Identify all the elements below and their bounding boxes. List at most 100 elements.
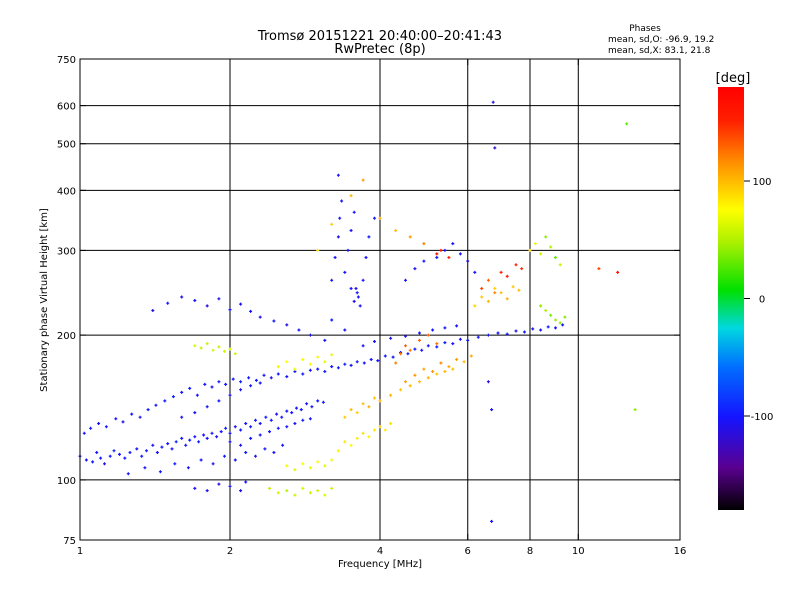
x-tick-label: 2 — [227, 546, 233, 557]
data-point-o — [228, 440, 232, 444]
data-point-o — [352, 299, 356, 303]
x-axis-label: Frequency [MHz] — [338, 559, 422, 570]
data-point-o — [184, 443, 188, 447]
data-point-o — [373, 340, 376, 343]
data-point-o — [210, 431, 214, 435]
data-point-o — [151, 309, 155, 312]
data-point-o — [473, 270, 477, 274]
data-point-o — [180, 415, 184, 419]
data-point-o — [305, 402, 309, 406]
data-point-x — [505, 274, 509, 278]
data-point-x — [404, 344, 407, 348]
data-point-o — [197, 440, 201, 444]
data-point-o — [356, 295, 360, 299]
data-point-o — [193, 435, 197, 439]
data-point-o — [364, 256, 368, 259]
data-point-x — [431, 370, 435, 373]
data-point-o — [476, 335, 480, 339]
data-point-o — [258, 381, 262, 385]
data-point-o — [224, 426, 228, 430]
data-point-x — [422, 242, 426, 246]
data-point-o — [244, 451, 248, 454]
data-point-o — [249, 436, 253, 440]
data-point-o — [158, 470, 162, 474]
data-point-o — [295, 406, 298, 410]
data-point-x — [408, 384, 412, 388]
data-point-x — [330, 486, 334, 490]
data-point-x — [455, 358, 459, 361]
data-point-o — [239, 380, 243, 384]
data-point-x — [336, 449, 340, 453]
data-point-x — [413, 373, 417, 377]
data-point-o — [188, 438, 192, 442]
data-point-o — [272, 451, 276, 454]
data-point-o — [258, 422, 262, 425]
colorbar-gradient — [718, 87, 744, 510]
data-point-x — [426, 376, 430, 380]
data-point-o — [254, 418, 257, 422]
data-point-x — [373, 396, 376, 400]
data-point-o — [180, 295, 184, 299]
data-point-x — [383, 428, 387, 432]
data-point-o — [299, 408, 303, 412]
data-point-x — [316, 489, 320, 493]
data-point-x — [323, 493, 327, 497]
data-point-x — [469, 354, 473, 358]
data-point-o — [404, 334, 407, 338]
data-point-x — [293, 367, 297, 371]
data-point-o — [262, 373, 266, 377]
data-point-x — [285, 489, 289, 493]
data-point-o — [264, 415, 268, 419]
data-point-o — [531, 327, 535, 331]
data-point-o — [268, 430, 271, 434]
data-point-o — [239, 302, 243, 306]
data-point-x — [199, 346, 203, 350]
data-point-o — [205, 405, 209, 409]
x-tick-label: 1 — [77, 546, 83, 557]
data-point-o — [290, 411, 294, 415]
data-point-x — [426, 333, 430, 337]
data-point-x — [447, 365, 451, 369]
data-point-x — [378, 216, 382, 220]
data-point-o — [546, 325, 550, 329]
data-point-o — [193, 411, 197, 415]
data-point-x — [462, 360, 466, 364]
data-point-o — [523, 330, 526, 334]
data-point-o — [228, 484, 232, 488]
data-point-o — [112, 449, 116, 453]
data-point-o — [285, 323, 289, 327]
data-point-o — [254, 378, 258, 382]
data-point-x — [486, 299, 490, 303]
data-point-o — [280, 415, 284, 419]
data-point-o — [361, 344, 365, 348]
data-point-o — [269, 418, 273, 422]
data-point-o — [244, 422, 248, 425]
data-point-o — [276, 372, 280, 376]
data-point-o — [276, 426, 280, 430]
data-point-o — [205, 489, 209, 493]
data-point-o — [426, 344, 430, 348]
data-point-x — [349, 408, 353, 412]
data-point-o — [355, 360, 359, 364]
data-point-x — [378, 399, 382, 403]
data-point-o — [263, 447, 267, 451]
data-point-x — [316, 355, 320, 359]
data-point-x — [539, 304, 543, 308]
data-point-o — [135, 447, 139, 451]
data-point-o — [358, 304, 362, 308]
chart-title: Tromsø 20151221 20:40:00–20:41:43 — [257, 29, 502, 44]
data-point-o — [118, 452, 121, 456]
data-point-o — [247, 376, 251, 380]
data-point-x — [408, 348, 412, 352]
data-point-o — [316, 367, 320, 371]
data-point-x — [276, 365, 280, 369]
data-point-o — [202, 433, 206, 437]
data-point-o — [308, 333, 312, 337]
data-point-o — [391, 355, 395, 359]
data-point-o — [404, 278, 407, 282]
x-tick-label: 10 — [572, 546, 585, 557]
data-point-o — [121, 420, 125, 424]
data-point-o — [123, 456, 127, 460]
data-point-o — [233, 458, 237, 462]
